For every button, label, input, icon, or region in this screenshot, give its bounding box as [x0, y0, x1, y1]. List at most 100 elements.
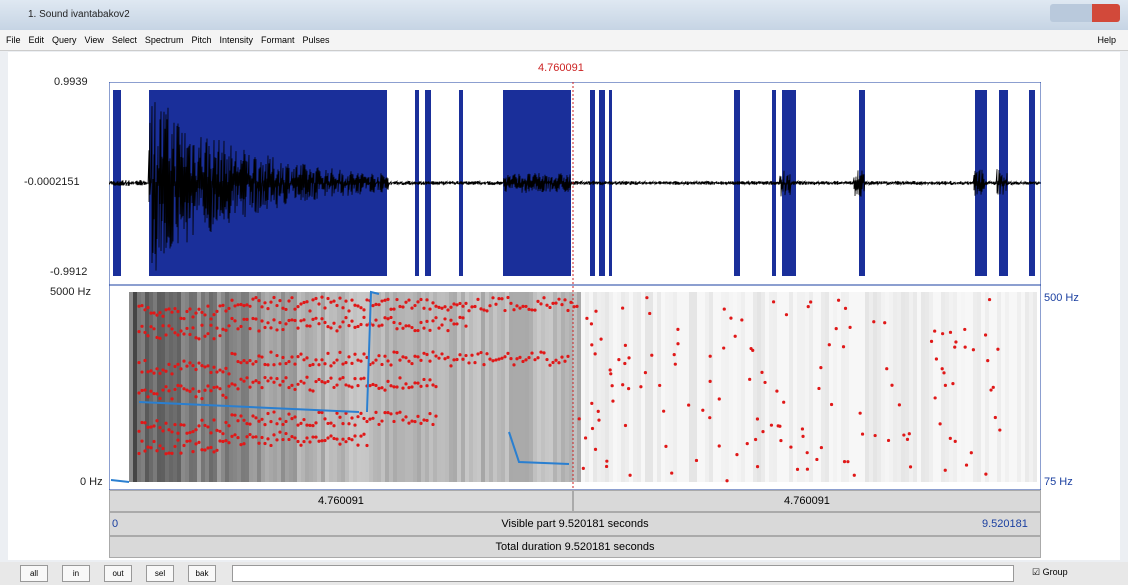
formant-dot [844, 307, 847, 310]
spectrogram-column [533, 292, 537, 482]
formant-dot [149, 446, 152, 449]
menu-item[interactable]: Edit [29, 35, 45, 45]
menu-item[interactable]: Pitch [191, 35, 211, 45]
spectrogram-column [153, 292, 157, 482]
formant-dot [173, 388, 176, 391]
formant-dot [158, 426, 161, 429]
formant-dot [155, 449, 158, 452]
button-in[interactable]: in [62, 565, 90, 582]
menu-item[interactable]: Intensity [219, 35, 253, 45]
menu-item[interactable]: Query [52, 35, 77, 45]
formant-dot [227, 424, 230, 427]
button-sel[interactable]: sel [146, 565, 174, 582]
visible-bar[interactable]: Visible part 9.520181 seconds [109, 512, 1041, 536]
formant-dot [224, 396, 227, 399]
formant-dot [191, 364, 194, 367]
spectrogram-column [1021, 292, 1025, 482]
formant-dot [906, 438, 909, 441]
formant-dot [287, 319, 290, 322]
spectrogram-column [257, 292, 261, 482]
formant-dot [356, 444, 359, 447]
formant-dot [218, 368, 221, 371]
formant-dot [425, 353, 428, 356]
formant-dot [898, 403, 901, 406]
formant-dot [188, 390, 191, 393]
formant-dot [281, 380, 284, 383]
formant-dot [673, 353, 676, 356]
formant-dot [299, 353, 302, 356]
formant-dot [320, 296, 323, 299]
formant-dot [308, 309, 311, 312]
formant-dot [512, 308, 515, 311]
formant-dot [380, 324, 383, 327]
formant-dot [518, 356, 521, 359]
formant-dot [890, 384, 893, 387]
formant-dot [329, 301, 332, 304]
formant-dot [266, 321, 269, 324]
spectrogram-column [725, 292, 729, 482]
menu-item[interactable]: Select [112, 35, 137, 45]
spectrogram-column [537, 292, 541, 482]
formant-dot [287, 438, 290, 441]
formant-dot [885, 367, 888, 370]
spectrogram-column [973, 292, 977, 482]
menu-help[interactable]: Help [1097, 30, 1116, 50]
formant-dot [563, 298, 566, 301]
formant-dot [245, 318, 248, 321]
menu-item[interactable]: Formant [261, 35, 295, 45]
formant-dot [149, 369, 152, 372]
formant-dot [230, 352, 233, 355]
menu-item[interactable]: Pulses [303, 35, 330, 45]
formant-dot [185, 388, 188, 391]
spectrogram-column [669, 292, 673, 482]
part-left[interactable]: 4.760091 [109, 490, 573, 512]
formant-dot [954, 340, 957, 343]
formant-dot [611, 384, 614, 387]
formant-dot [371, 417, 374, 420]
button-all[interactable]: all [20, 565, 48, 582]
formant-dot [746, 442, 749, 445]
formant-dot [984, 333, 987, 336]
formant-dot [482, 363, 485, 366]
formant-dot [224, 309, 227, 312]
formant-dot [362, 352, 365, 355]
formant-dot [386, 298, 389, 301]
button-bak[interactable]: bak [188, 565, 216, 582]
formant-dot [260, 418, 263, 421]
formant-dot [152, 311, 155, 314]
formant-dot [521, 305, 524, 308]
formant-dot [350, 299, 353, 302]
formant-dot [305, 424, 308, 427]
formant-dot [317, 378, 320, 381]
formant-dot [416, 382, 419, 385]
formant-dot [272, 296, 275, 299]
formant-dot [437, 357, 440, 360]
formant-dot [263, 423, 266, 426]
formant-dot [536, 300, 539, 303]
formant-dot [479, 351, 482, 354]
formant-dot [422, 418, 425, 421]
formant-dot [341, 376, 344, 379]
formant-dot [949, 331, 952, 334]
formant-dot [395, 327, 398, 330]
menu-item[interactable]: File [6, 35, 21, 45]
scrollbar[interactable] [232, 565, 1014, 582]
formant-dot [371, 304, 374, 307]
spectrogram-column [601, 292, 605, 482]
menu-item[interactable]: View [85, 35, 104, 45]
formant-dot [311, 363, 314, 366]
formant-dot [143, 308, 146, 311]
menu-item[interactable]: Spectrum [145, 35, 184, 45]
formant-dot [455, 322, 458, 325]
part-right[interactable]: 4.760091 [573, 490, 1041, 512]
formant-dot [182, 332, 185, 335]
formant-dot [332, 361, 335, 364]
formant-dot [545, 358, 548, 361]
group-checkbox[interactable]: ☑ Group [1032, 567, 1068, 578]
total-bar[interactable]: Total duration 9.520181 seconds [109, 536, 1041, 558]
spectrogram-column [917, 292, 921, 482]
button-out[interactable]: out [104, 565, 132, 582]
formant-dot [164, 385, 167, 388]
formant-dot [718, 397, 721, 400]
window-controls[interactable] [1050, 4, 1120, 22]
